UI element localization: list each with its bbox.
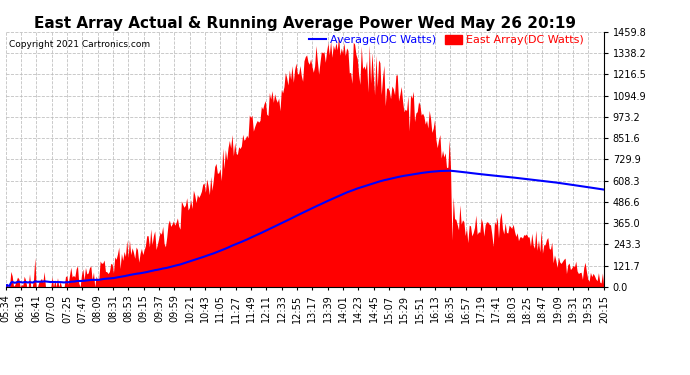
Legend: Average(DC Watts), East Array(DC Watts): Average(DC Watts), East Array(DC Watts)	[307, 32, 586, 47]
Text: Copyright 2021 Cartronics.com: Copyright 2021 Cartronics.com	[8, 39, 150, 48]
Title: East Array Actual & Running Average Power Wed May 26 20:19: East Array Actual & Running Average Powe…	[34, 16, 575, 31]
